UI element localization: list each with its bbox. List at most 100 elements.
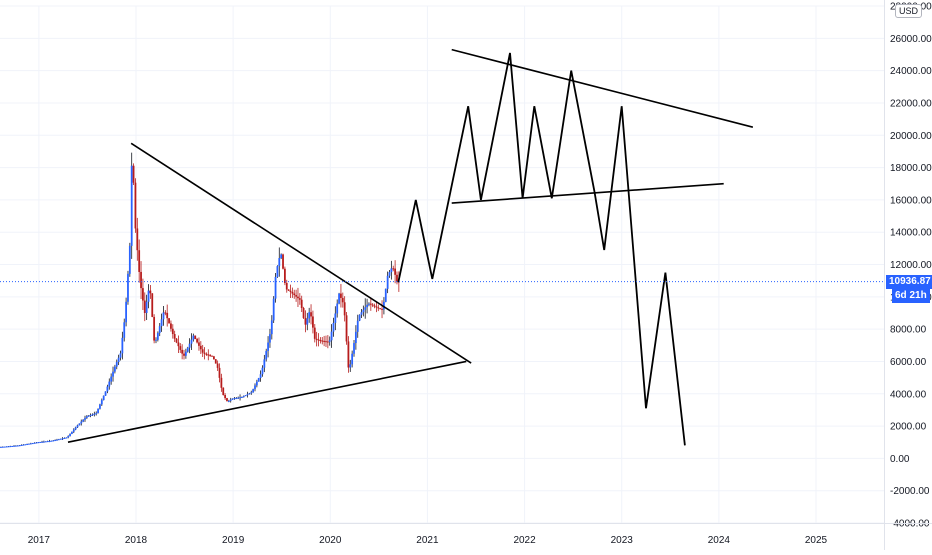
candle-body xyxy=(11,445,14,447)
y-tick-label: 16000.00 xyxy=(890,195,932,206)
candle-body xyxy=(244,395,247,397)
candle-body xyxy=(214,359,217,364)
candle-body xyxy=(224,394,227,399)
candle-body xyxy=(203,352,206,354)
candle-body xyxy=(291,291,294,294)
candle-body xyxy=(153,316,156,341)
candle-body xyxy=(5,446,8,448)
currency-button[interactable]: USD xyxy=(894,4,922,18)
candle-body xyxy=(183,353,185,356)
candle-body xyxy=(108,381,111,387)
candle-body xyxy=(24,444,27,446)
candle-body xyxy=(308,312,311,319)
x-tick-label: 2017 xyxy=(28,535,51,546)
candle-body xyxy=(63,437,66,439)
candle-body xyxy=(364,307,367,310)
candle-body xyxy=(9,446,12,448)
candle-body xyxy=(317,339,320,341)
candle-body xyxy=(330,331,333,341)
candle-body xyxy=(242,396,245,398)
x-tick-label: 2025 xyxy=(805,535,828,546)
candle-body xyxy=(158,326,161,333)
candle-body xyxy=(239,397,241,399)
candle-body xyxy=(61,438,64,440)
candle-body xyxy=(20,444,23,446)
candle-body xyxy=(373,305,376,307)
candle-body xyxy=(93,413,96,415)
x-tick-label: 2023 xyxy=(611,535,634,546)
x-tick-label: 2022 xyxy=(513,535,536,546)
candle-body xyxy=(130,165,133,246)
y-tick-label: 14000.00 xyxy=(890,228,932,239)
y-tick-label: 0.00 xyxy=(890,454,910,465)
candle-body xyxy=(33,442,36,444)
candle-body xyxy=(119,353,122,358)
candle-body xyxy=(128,245,131,274)
candle-body xyxy=(227,400,230,402)
candle-body xyxy=(226,398,228,402)
candle-body xyxy=(190,339,193,344)
candle-body xyxy=(39,441,42,443)
candle-body xyxy=(278,258,281,267)
candle-body xyxy=(117,357,120,363)
candle-body xyxy=(138,250,141,272)
candle-body xyxy=(194,335,197,340)
candle-body xyxy=(0,446,2,448)
candle-body xyxy=(276,266,279,277)
trendline xyxy=(451,182,724,204)
candle-body xyxy=(13,445,15,447)
candle-body xyxy=(97,408,99,414)
candle-body xyxy=(198,342,200,346)
candle-body xyxy=(222,387,225,395)
candle-body xyxy=(351,353,354,365)
candle-body xyxy=(237,397,240,399)
candle-body xyxy=(170,323,172,329)
countdown-badge: 6d 21h xyxy=(892,288,930,303)
candle-body xyxy=(300,299,303,308)
candle-body xyxy=(140,271,142,289)
candle-body xyxy=(186,347,189,352)
projection-path xyxy=(397,52,686,446)
candle-body xyxy=(392,268,395,270)
candle-body xyxy=(166,312,169,319)
y-tick-label: 6000.00 xyxy=(890,357,927,368)
candle-body xyxy=(235,397,238,399)
candle-body xyxy=(366,304,368,308)
candle-body xyxy=(272,298,275,321)
candle-body xyxy=(216,363,219,368)
candle-body xyxy=(74,427,77,430)
candle-body xyxy=(229,399,232,401)
candle-body xyxy=(7,446,10,448)
candle-body xyxy=(257,377,260,382)
trendline xyxy=(451,48,754,128)
current-price-badge: 10936.87 xyxy=(886,274,932,289)
x-tick-label: 2020 xyxy=(319,535,342,546)
candle-body xyxy=(134,182,137,229)
candle-body xyxy=(218,367,221,378)
candle-body xyxy=(293,293,296,296)
candle-body xyxy=(265,350,268,360)
candle-body xyxy=(310,312,312,317)
candle-body xyxy=(349,364,352,368)
y-tick-label: 12000.00 xyxy=(890,260,932,271)
candle-body xyxy=(250,392,253,394)
candle-body xyxy=(71,431,73,434)
candle-body xyxy=(52,440,55,442)
candle-body xyxy=(44,441,47,443)
candle-body xyxy=(304,317,307,325)
candle-body xyxy=(160,319,163,327)
candle-body xyxy=(14,445,17,447)
candle-body xyxy=(196,339,198,343)
candle-body xyxy=(48,440,51,442)
candle-body xyxy=(233,398,236,400)
candle-body xyxy=(326,341,329,343)
candle-body xyxy=(69,433,71,437)
candle-body xyxy=(54,440,57,442)
candle-body xyxy=(121,337,124,354)
candle-body xyxy=(388,272,391,276)
candle-body xyxy=(390,268,393,273)
candle-body xyxy=(209,355,212,357)
candle-body xyxy=(89,415,92,417)
candle-body xyxy=(87,415,90,417)
